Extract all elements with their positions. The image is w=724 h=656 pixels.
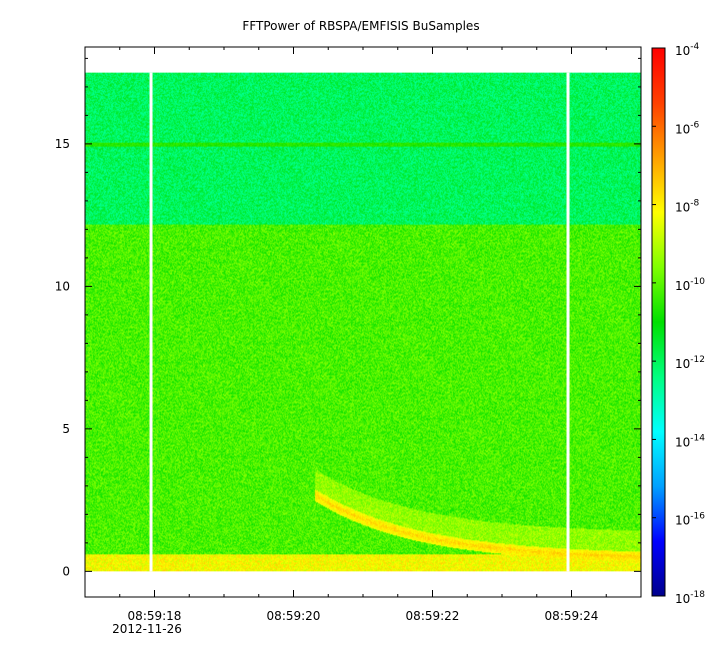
colorbar-ramp	[651, 47, 666, 597]
colorbar-ticks: 10-4 10-6 10-8 10-10 10-12 10-14 10-16 10-18	[652, 42, 705, 606]
plot-area: 0 5 10 15 08:59:18 08:59:20 08:59:22 08:59:24	[55, 46, 642, 623]
colorbar-tick-label: 10-18	[675, 590, 705, 606]
colorbar-tick-label: 10-4	[675, 42, 700, 58]
y-tick-label: 0	[62, 564, 70, 578]
y-tick-label: 5	[62, 422, 70, 436]
y-axis: 0 5 10 15	[55, 57, 641, 578]
date-label: 2012-11-26	[112, 622, 182, 636]
gap-columns	[149, 72, 570, 572]
colorbar-tick-label: 10-12	[675, 355, 705, 371]
spectrogram-image	[85, 72, 641, 572]
y-tick-label: 15	[55, 137, 70, 151]
colorbar-tick-label: 10-6	[675, 120, 700, 136]
data-gap-column	[566, 72, 570, 572]
chart-title: FFTPower of RBSPA/EMFISIS BuSamples	[242, 19, 479, 33]
x-tick-label: 08:59:22	[406, 609, 460, 623]
colorbar-tick-label: 10-16	[675, 512, 705, 528]
x-tick-label: 08:59:24	[545, 609, 599, 623]
colorbar-tick-label: 10-10	[675, 277, 705, 293]
data-gap-column	[149, 72, 153, 572]
y-tick-label: 10	[55, 279, 70, 293]
colorbar-tick-label: 10-14	[675, 433, 705, 449]
x-axis: 08:59:18 08:59:20 08:59:22 08:59:24	[84, 47, 642, 623]
x-tick-label: 08:59:20	[267, 609, 321, 623]
colorbar-tick-label: 10-8	[675, 199, 700, 215]
x-tick-label: 08:59:18	[128, 609, 182, 623]
colorbar: 10-4 10-6 10-8 10-10 10-12 10-14 10-16 10-18	[651, 42, 705, 606]
